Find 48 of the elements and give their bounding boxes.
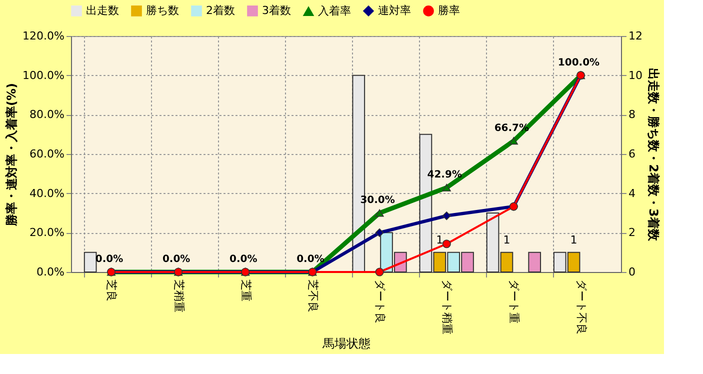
y2-tick-label: 4 (628, 186, 636, 200)
legend-label: 出走数 (86, 4, 119, 17)
y-axis-title: 勝率・連対率・入着率(%) (4, 83, 19, 227)
y-tick-label: 40.0% (30, 186, 64, 200)
y2-tick-label: 0 (628, 266, 636, 278)
x-tick-label: ダート重 (508, 280, 521, 324)
y-tick-label: 100.0% (22, 68, 64, 82)
point (442, 240, 451, 248)
legend-label: 勝ち数 (146, 4, 179, 17)
point (375, 209, 384, 217)
legend-label: 入着率 (318, 4, 351, 18)
legend-label: 3着数 (262, 4, 291, 17)
y-tick-label: 0.0% (36, 266, 64, 278)
y2-tick-label: 10 (628, 68, 642, 82)
point (509, 137, 518, 145)
y-tick-label: 120.0% (22, 30, 64, 42)
point (442, 211, 451, 220)
data-label: 0.0% (162, 254, 190, 265)
bar (84, 252, 97, 272)
point (442, 184, 451, 192)
y2-tick-label: 12 (628, 30, 642, 42)
legend-label: 2着数 (206, 4, 235, 17)
x-tick-label: 芝重 (239, 280, 252, 302)
y-tick-label: 80.0% (30, 108, 64, 122)
y2-tick-label: 6 (628, 148, 636, 160)
x-axis-title: 馬場状態 (322, 336, 370, 350)
data-label: 0.0% (296, 254, 324, 265)
point (375, 268, 384, 276)
x-tick-label: ダート不良 (574, 280, 588, 334)
legend-label: 連対率 (378, 4, 411, 17)
x-tick-label: 芝不良 (306, 280, 320, 312)
x-tick-label: 芝稍重 (172, 280, 186, 312)
y2-axis-title: 出走数・勝ち数・2着数・3着数 (646, 68, 660, 242)
data-label: 1 (570, 233, 578, 246)
y-tick-label: 60.0% (30, 148, 64, 160)
point (375, 228, 384, 237)
data-label: 1 (436, 233, 444, 246)
x-tick-label: ダート良 (374, 280, 387, 324)
y2-tick-label: 2 (628, 226, 636, 240)
x-tick-label: 芝良 (105, 280, 118, 302)
x-tick-label: ダート稍重 (440, 280, 454, 334)
data-label: 0.0% (230, 254, 258, 265)
legend-label: 勝率 (438, 4, 460, 17)
y2-tick-label: 8 (628, 108, 636, 122)
data-label: 1 (503, 233, 510, 246)
bar (528, 252, 542, 272)
y-tick-label: 20.0% (30, 226, 64, 240)
data-label: 100.0% (558, 57, 600, 68)
